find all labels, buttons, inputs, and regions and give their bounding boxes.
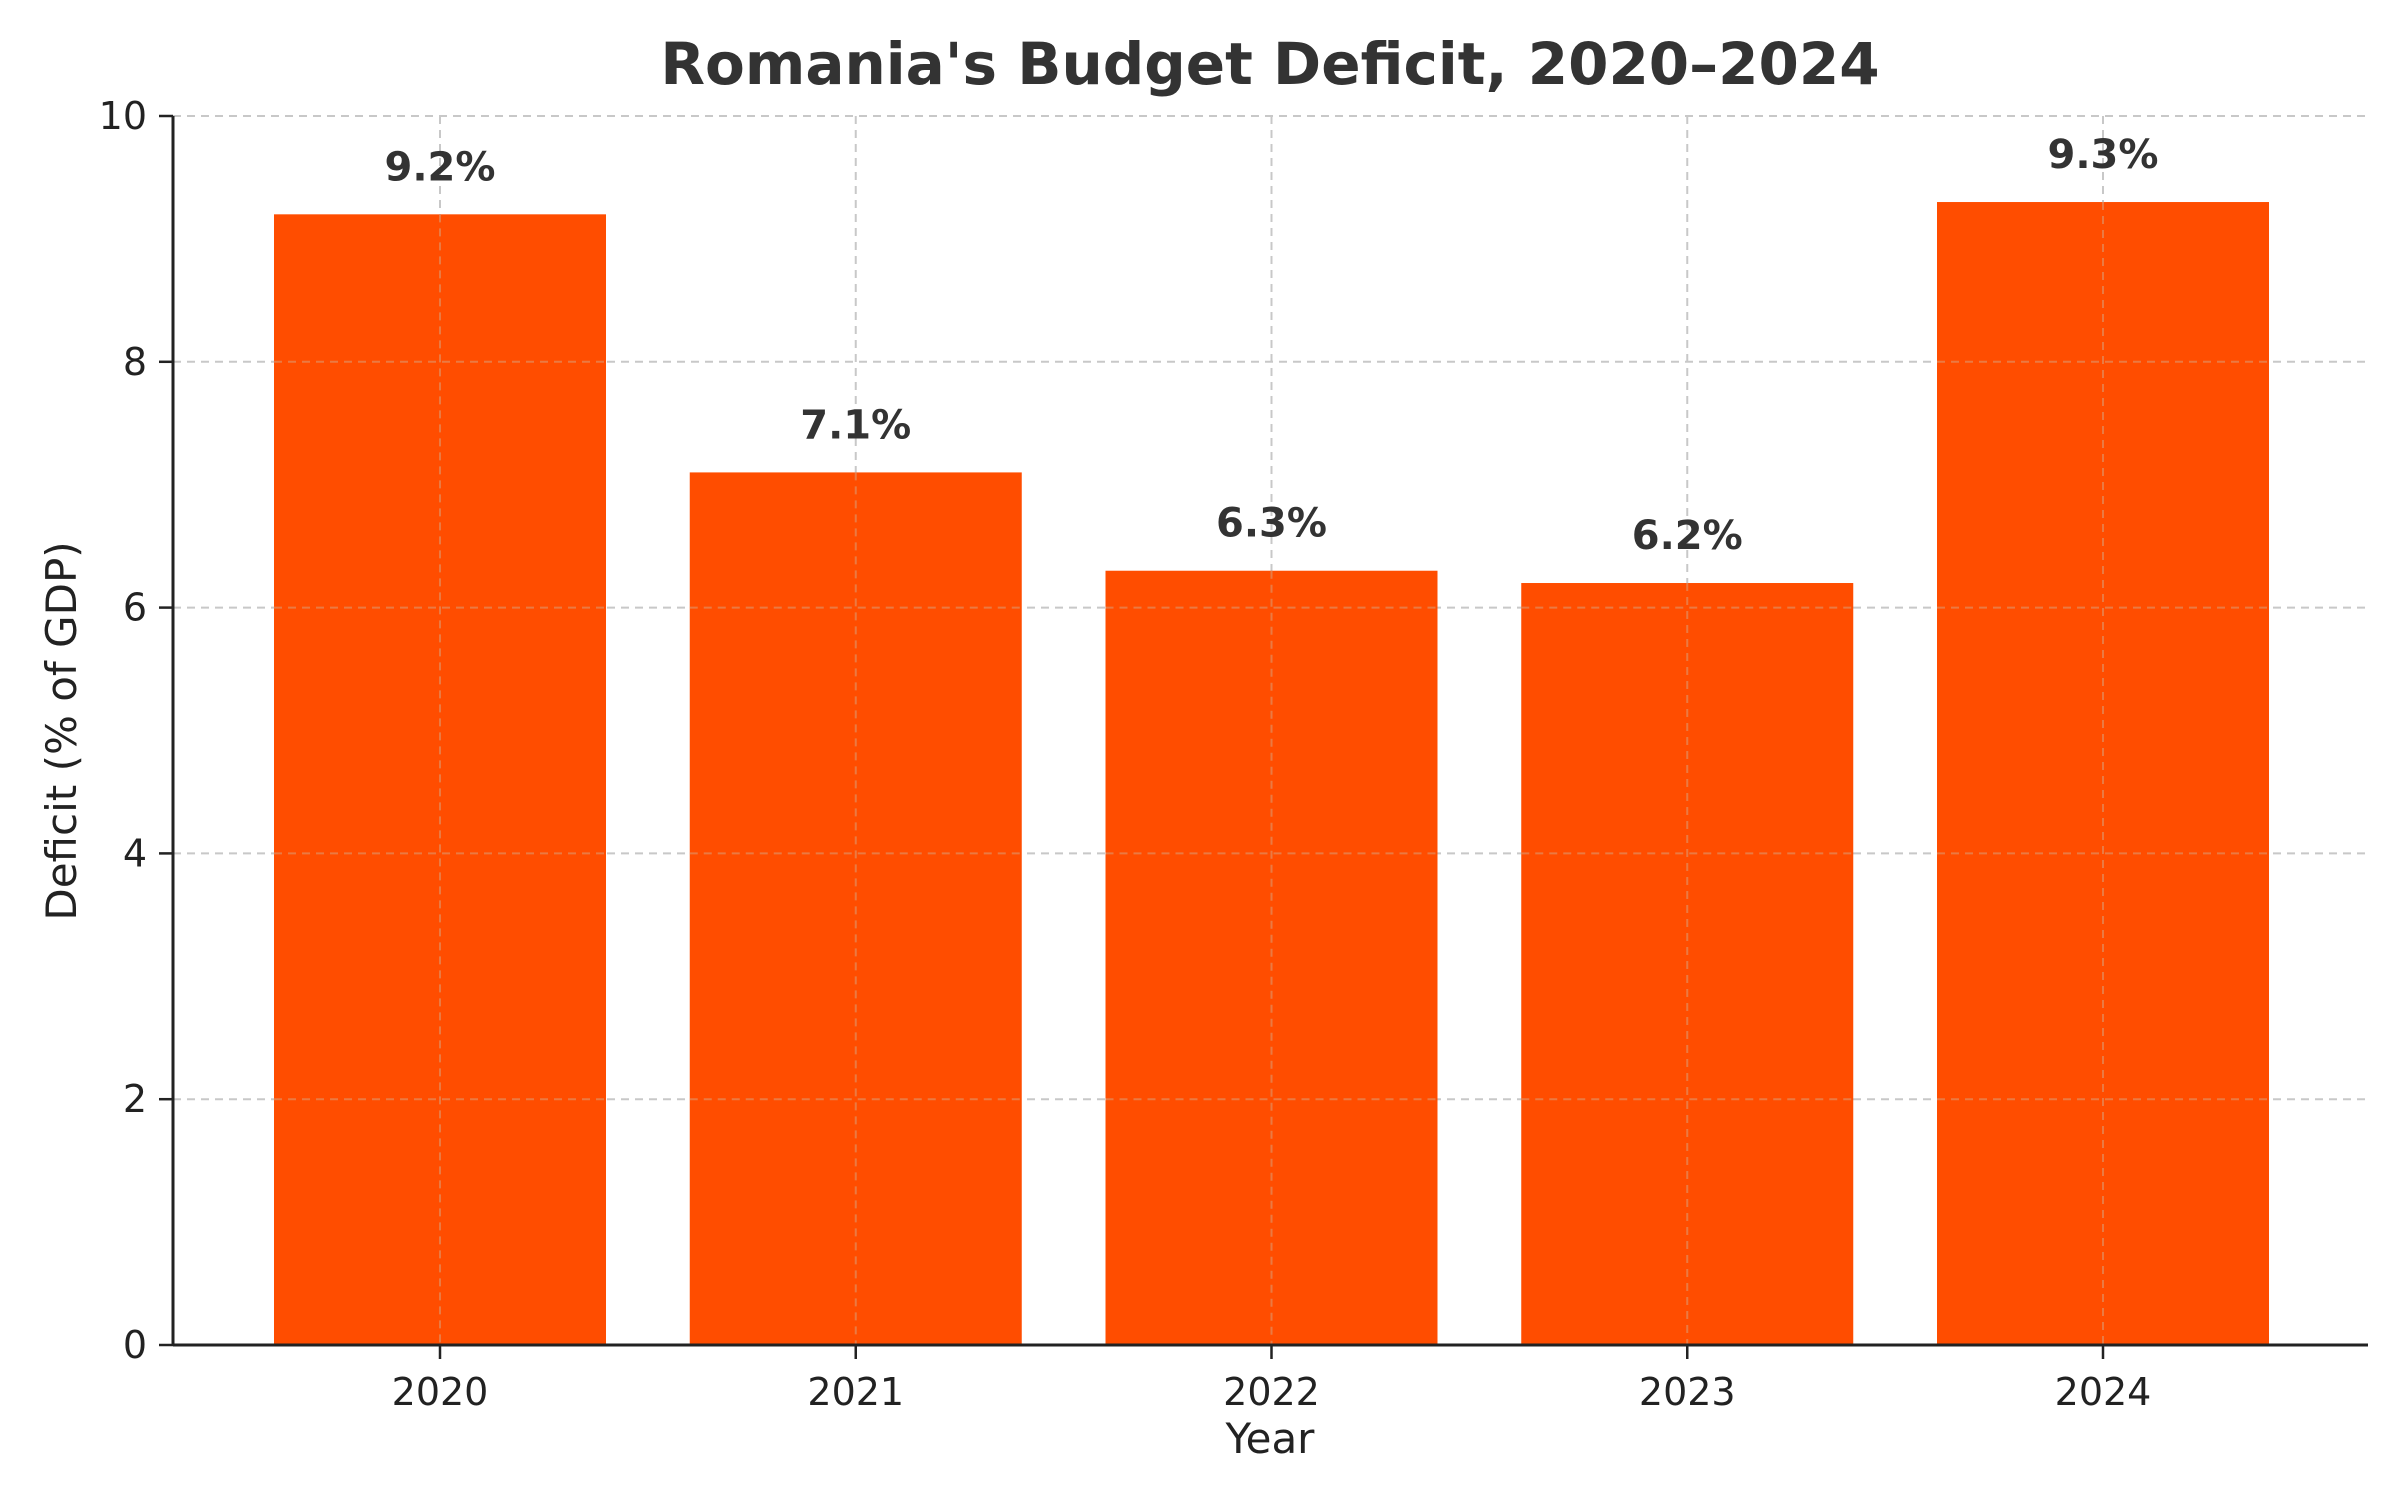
- y-tick-label: 4: [123, 831, 147, 875]
- x-tick-label: 2022: [1223, 1370, 1320, 1414]
- x-tick-label: 2024: [2055, 1370, 2152, 1414]
- x-tick-label: 2023: [1639, 1370, 1736, 1414]
- data-label: 7.1%: [800, 402, 911, 448]
- axes: [159, 114, 2368, 1359]
- x-tick-label: 2020: [392, 1370, 489, 1414]
- y-tick-label: 0: [123, 1323, 147, 1367]
- x-tick-label: 2021: [807, 1370, 904, 1414]
- data-label: 6.3%: [1216, 501, 1327, 547]
- data-label: 9.2%: [385, 144, 496, 190]
- data-label: 9.3%: [2048, 132, 2159, 178]
- y-tick-label: 8: [123, 340, 147, 384]
- data-labels: 9.2% 7.1% 6.3% 6.2% 9.3%: [385, 132, 2159, 559]
- y-axis-label: Deficit (% of GDP): [37, 541, 86, 920]
- y-tick-label: 10: [99, 94, 147, 138]
- y-tick-label: 6: [123, 586, 147, 630]
- bars: [274, 202, 2269, 1345]
- data-label: 6.2%: [1632, 513, 1743, 559]
- y-tick-label: 2: [123, 1077, 147, 1121]
- x-axis-label: Year: [1225, 1414, 1316, 1463]
- chart-title: Romania's Budget Deficit, 2020–2024: [660, 30, 1879, 98]
- tick-labels: 0 2 4 6 8 10 2020 2021 2022 2023 2024: [99, 94, 2152, 1414]
